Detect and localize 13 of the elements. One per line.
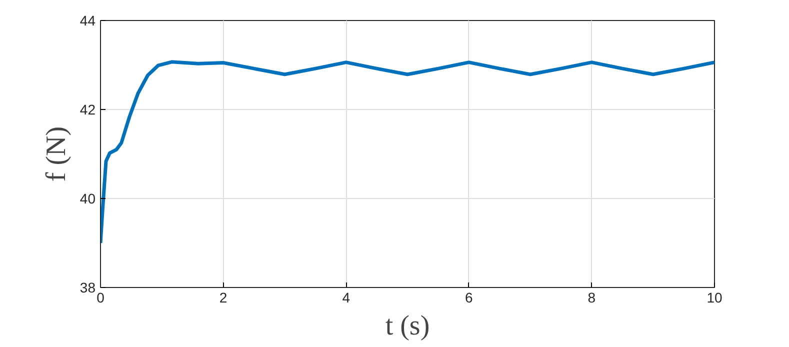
x-tick-label: 2 bbox=[219, 290, 228, 306]
y-axis-title: f (N) bbox=[40, 126, 72, 182]
x-tick-label: 4 bbox=[342, 290, 350, 306]
x-tick-label: 8 bbox=[588, 290, 596, 306]
x-axis-title: t (s) bbox=[385, 310, 430, 342]
x-tick-label: 6 bbox=[465, 290, 474, 306]
y-tick-label: 38 bbox=[80, 280, 96, 296]
x-tick-label: 10 bbox=[706, 290, 722, 306]
y-tick-label: 42 bbox=[80, 102, 96, 118]
line-series bbox=[100, 60, 714, 245]
x-tick-label: 0 bbox=[96, 290, 105, 306]
y-tick-label: 40 bbox=[80, 190, 96, 206]
y-tick-label: 44 bbox=[80, 12, 96, 28]
